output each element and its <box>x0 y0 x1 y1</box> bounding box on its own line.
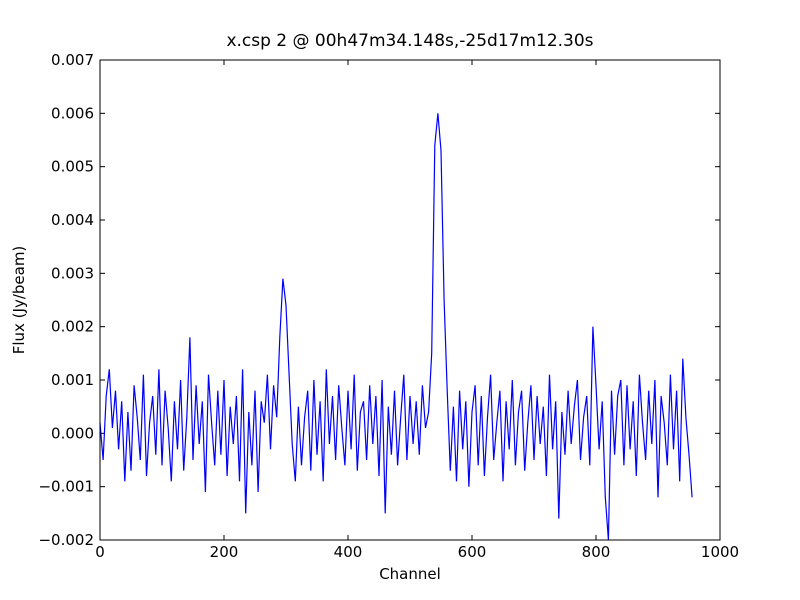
y-tick-label: 0.006 <box>51 104 94 122</box>
x-tick-label: 1000 <box>701 543 739 561</box>
x-tick-label: 400 <box>334 543 363 561</box>
y-axis-label: Flux (Jy/beam) <box>10 246 28 355</box>
y-tick-label: −0.002 <box>38 531 94 549</box>
y-tick-label: 0.001 <box>51 371 94 389</box>
spectrum-line <box>99 113 693 541</box>
y-tick-label: 0.005 <box>51 158 94 176</box>
x-tick-label: 800 <box>582 543 611 561</box>
x-tick-label: 600 <box>458 543 487 561</box>
y-tick-label: 0.000 <box>51 424 94 442</box>
chart-title: x.csp 2 @ 00h47m34.148s,-25d17m12.30s <box>226 31 593 51</box>
y-tick-label: 0.007 <box>51 51 94 69</box>
x-tick-label: 200 <box>210 543 239 561</box>
x-axis-label: Channel <box>379 565 441 583</box>
plot-frame <box>99 59 721 541</box>
y-tick-label: 0.003 <box>51 264 94 282</box>
y-tick-label: −0.001 <box>38 478 94 496</box>
x-tick-label: 0 <box>95 543 105 561</box>
y-tick-label: 0.002 <box>51 318 94 336</box>
y-tick-label: 0.004 <box>51 211 94 229</box>
